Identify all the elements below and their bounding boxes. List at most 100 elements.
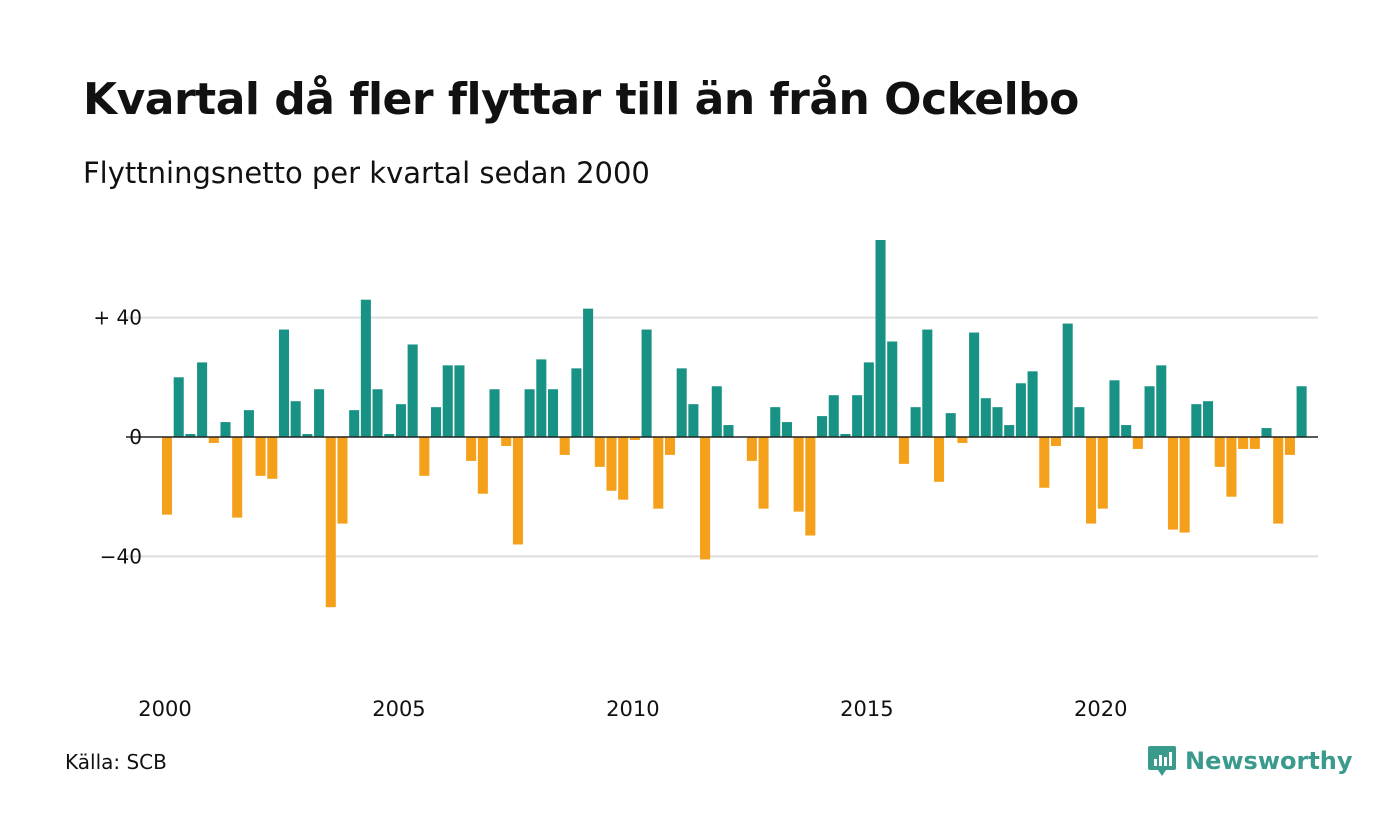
chart-title: Kvartal då fler flyttar till än från Ock…: [83, 74, 1079, 125]
bar: [1086, 437, 1097, 524]
bar: [676, 368, 687, 438]
bar: [454, 365, 465, 437]
bar: [828, 395, 839, 437]
bar: [1132, 437, 1143, 449]
x-tick-label: 2005: [372, 697, 425, 721]
bar: [372, 389, 383, 437]
bar: [945, 413, 956, 438]
bar: [1004, 425, 1015, 438]
bar: [1214, 437, 1225, 467]
bar: [933, 437, 945, 482]
bar: [442, 365, 453, 437]
bar: [1015, 383, 1026, 437]
bar: [466, 437, 477, 461]
bar: [817, 416, 828, 438]
bar: [1074, 407, 1085, 438]
bar: [840, 434, 851, 438]
bar: [325, 437, 336, 608]
bar: [969, 332, 980, 438]
grid-lines: [126, 316, 1318, 558]
bar: [758, 437, 769, 509]
bar: [220, 422, 231, 438]
bar: [1062, 323, 1073, 438]
bar: [232, 437, 243, 518]
x-tick-label: 2000: [138, 697, 191, 721]
bar: [395, 404, 406, 438]
bar: [992, 407, 1003, 438]
bar: [489, 389, 500, 437]
bar: [781, 422, 792, 438]
bar: [980, 398, 991, 438]
bar: [711, 386, 722, 438]
bar: [1284, 437, 1295, 455]
bar: [360, 299, 371, 438]
bar: [641, 329, 652, 438]
bar: [1144, 386, 1155, 438]
bar: [957, 437, 968, 443]
bar: [653, 437, 664, 509]
bar: [898, 437, 909, 464]
bar: [536, 359, 547, 437]
bar: [1249, 437, 1260, 449]
chart-subtitle: Flyttningsnetto per kvartal sedan 2000: [83, 156, 650, 190]
bar: [922, 329, 933, 438]
y-tick-label: −40: [100, 544, 142, 568]
bar: [302, 434, 313, 438]
bar: [793, 437, 804, 512]
bar: [606, 437, 617, 491]
bar: [875, 239, 886, 438]
bar: [512, 437, 523, 545]
bar: [688, 404, 699, 438]
bar: [407, 344, 418, 438]
bar: [419, 437, 430, 476]
bar: [477, 437, 488, 494]
bar: [805, 437, 816, 536]
x-tick-label: 2015: [840, 697, 893, 721]
bar: [255, 437, 266, 476]
bar: [700, 437, 711, 560]
bar: [664, 437, 676, 455]
newsworthy-chart-icon: [1148, 746, 1176, 776]
bar: [243, 410, 254, 438]
bar: [910, 407, 921, 438]
y-axis-labels: + 40 0 −40: [93, 306, 142, 569]
bar: [583, 308, 594, 437]
bar: [594, 437, 605, 467]
bar: [723, 425, 734, 438]
bar: [629, 437, 640, 440]
bar: [173, 377, 184, 437]
bar: [384, 434, 395, 438]
bar: [1167, 437, 1178, 530]
bar: [618, 437, 629, 500]
bar: [197, 362, 208, 438]
bar: [1050, 437, 1062, 446]
bar: [185, 434, 196, 438]
bar: [887, 341, 898, 438]
bar: [524, 389, 535, 437]
bar: [1097, 437, 1108, 509]
bars: [161, 239, 1307, 608]
y-tick-label: 0: [129, 425, 142, 449]
bar: [431, 407, 442, 438]
bar: [1261, 428, 1272, 438]
x-tick-label: 2010: [606, 697, 659, 721]
bar: [1296, 386, 1307, 438]
bar: [746, 437, 757, 461]
bar: [852, 395, 863, 437]
y-tick-label: + 40: [93, 306, 142, 330]
bar: [547, 389, 559, 437]
bar: [1027, 371, 1038, 437]
source-note: Källa: SCB: [65, 750, 167, 774]
bar: [161, 437, 173, 515]
bar: [349, 410, 360, 438]
bar: [267, 437, 278, 479]
bar: [1203, 401, 1214, 438]
bar: [314, 389, 325, 437]
bar: [1179, 437, 1190, 533]
bar: [1156, 365, 1167, 437]
brand-logo: Newsworthy: [1147, 744, 1353, 778]
bar: [290, 401, 301, 438]
bar: [1273, 437, 1284, 524]
bar: [208, 437, 219, 443]
